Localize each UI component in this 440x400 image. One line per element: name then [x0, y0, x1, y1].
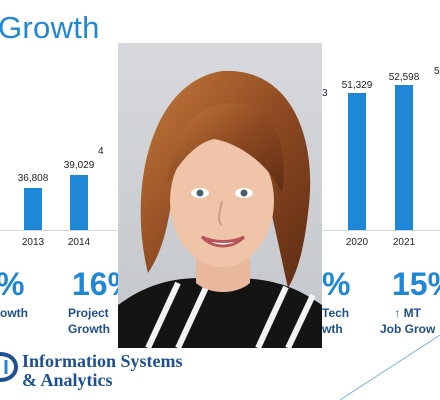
year-label-2021: 2021	[392, 237, 416, 248]
value-label-cut: 4	[98, 146, 104, 157]
year-label-2013: 2013	[21, 237, 45, 248]
stat-percent-1: %	[0, 266, 24, 303]
value-label-cut-left: 3	[322, 88, 328, 99]
person-photo	[118, 43, 322, 348]
bar-2021	[395, 85, 413, 230]
logo-line-1: Information Systems	[22, 351, 183, 371]
year-label-2014: 2014	[67, 237, 91, 248]
stat-caption-1: owth	[0, 306, 28, 320]
logo-line-2: & Analytics	[22, 370, 113, 390]
decorative-line	[340, 334, 440, 400]
stat-caption-3: Tech wth	[322, 306, 350, 336]
value-label-cut-right: 5	[434, 66, 440, 77]
stat-percent-3: %	[322, 266, 351, 302]
bar-2013	[24, 188, 42, 230]
slide-title: Growth	[0, 10, 100, 45]
value-label-2014: 39,029	[63, 160, 95, 171]
bar-2020	[348, 93, 366, 230]
stat-caption-2: Project Growth	[68, 306, 110, 336]
value-label-2020: 51,329	[341, 80, 373, 91]
logo-text: Information Systems & Analytics	[22, 352, 183, 390]
bar-2014	[70, 175, 88, 230]
chart-axis-right	[322, 230, 440, 231]
isa-logo-icon	[0, 352, 19, 382]
person-photo-illustration	[118, 43, 322, 348]
stat-caption-4: ↑ MT Job Grow	[380, 306, 436, 336]
year-label-2020: 2020	[345, 237, 369, 248]
value-label-2013: 36,808	[17, 173, 49, 184]
value-label-2021: 52,598	[388, 72, 420, 83]
stat-percent-4: 15%	[392, 266, 440, 302]
chart-axis-left	[0, 230, 118, 231]
